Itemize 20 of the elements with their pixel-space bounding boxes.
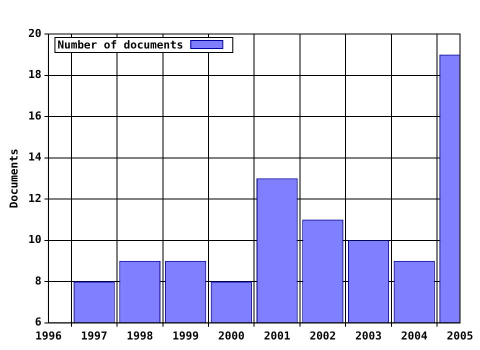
x-tick-label: 2003: [355, 329, 382, 342]
x-tick-label: 2001: [264, 329, 291, 342]
x-tick-label: 2002: [310, 329, 336, 342]
legend-label: Number of documents: [57, 38, 184, 52]
x-tick-label: 2005: [446, 329, 474, 342]
y-tick-label: 20: [28, 26, 42, 40]
x-tick-label: 1999: [172, 329, 199, 342]
y-axis-title: Documents: [7, 148, 20, 208]
y-tick-label: 8: [34, 274, 42, 288]
y-tick-label: 16: [28, 109, 42, 122]
y-tick-label: 14: [28, 150, 42, 164]
x-tick-label: 1997: [80, 329, 108, 342]
x-tick-label: 1998: [126, 329, 154, 342]
y-tick-label: 18: [28, 68, 42, 82]
y-tick-label: 10: [28, 233, 42, 246]
x-tick-label: 2004: [401, 329, 428, 342]
x-tick-label: 1996: [35, 329, 62, 342]
x-tick-label: 2000: [218, 329, 245, 342]
y-tick-label: 12: [28, 192, 42, 205]
y-tick-label: 6: [34, 316, 42, 329]
